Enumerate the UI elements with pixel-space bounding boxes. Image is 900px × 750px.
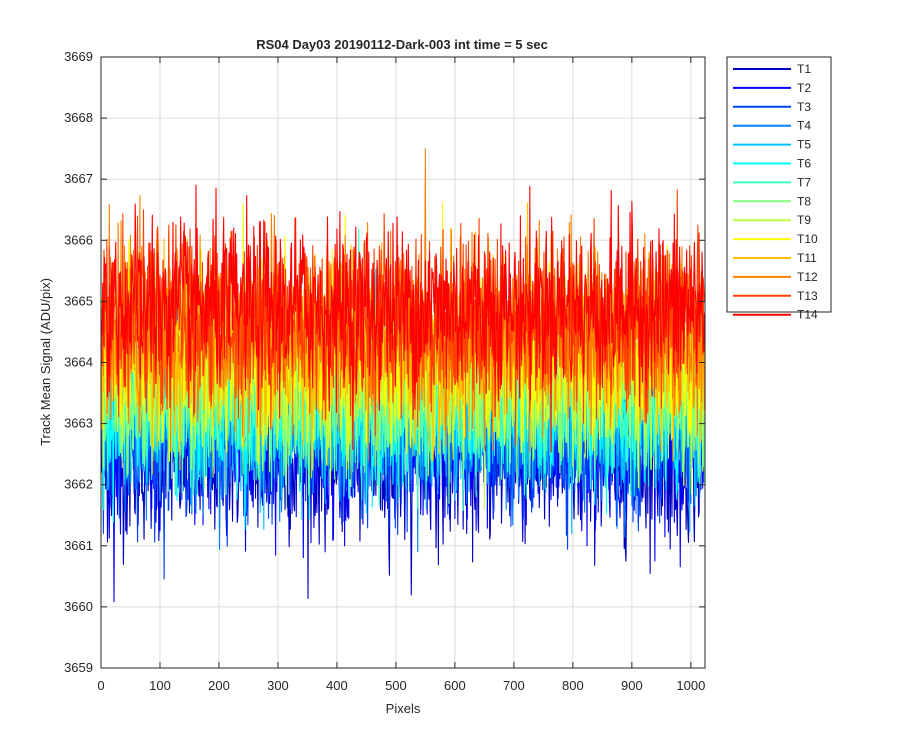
chart-title: RS04 Day03 20190112-Dark-003 int time = … [256, 37, 548, 52]
legend-label-t13: T13 [797, 289, 818, 303]
y-tick-label: 3662 [64, 477, 93, 492]
y-tick-label: 3663 [64, 416, 93, 431]
plot-area: 0 100 200 300 400 500 600 700 800 900 1000 3659 3660… [64, 49, 706, 693]
x-tick-label: 500 [385, 678, 407, 693]
series-line-t14 [101, 184, 706, 453]
legend-label-t7: T7 [797, 175, 811, 189]
x-tick-label: 600 [444, 678, 466, 693]
x-tick-label: 100 [149, 678, 171, 693]
y-tick-label: 3668 [64, 110, 93, 125]
legend: T1 T2 T3 T4 T5 T6 T7 T8 T9 T10 T11 T12 T13 T14 [726, 56, 832, 322]
x-tick-label: 800 [562, 678, 584, 693]
x-tick-label: 0 [97, 678, 104, 693]
legend-label-t4: T4 [797, 119, 811, 133]
legend-label-t10: T10 [797, 232, 818, 246]
legend-label-t2: T2 [797, 81, 811, 95]
legend-label-t6: T6 [797, 157, 811, 171]
y-tick-label: 3659 [64, 660, 93, 675]
series-lines [101, 148, 706, 603]
legend-label-t1: T1 [797, 62, 811, 76]
legend-label-t11: T11 [797, 251, 817, 265]
legend-label-t5: T5 [797, 138, 811, 152]
y-tick-label: 3665 [64, 293, 93, 308]
x-tick-label: 400 [326, 678, 348, 693]
legend-label-t12: T12 [797, 270, 818, 284]
legend-box [726, 56, 832, 313]
legend-label-t8: T8 [797, 194, 811, 208]
y-tick-label: 3660 [64, 599, 93, 614]
y-tick-label: 3667 [64, 171, 93, 186]
axis-ticks: 0 100 200 300 400 500 600 700 800 900 1000 3659 3660… [64, 49, 705, 693]
x-tick-label: 700 [503, 678, 525, 693]
x-axis-label: Pixels [386, 701, 421, 716]
y-tick-label: 3666 [64, 232, 93, 247]
y-axis-label: Track Mean Signal (ADU/pix) [38, 278, 53, 446]
y-tick-label: 3669 [64, 49, 93, 64]
legend-label-t3: T3 [797, 100, 811, 114]
legend-label-t9: T9 [797, 213, 811, 227]
x-tick-label: 300 [267, 678, 289, 693]
x-tick-label: 200 [208, 678, 230, 693]
x-tick-label: 1000 [676, 678, 705, 693]
legend-label-t14: T14 [797, 308, 818, 322]
y-tick-label: 3664 [64, 355, 93, 370]
x-tick-label: 900 [621, 678, 643, 693]
y-tick-label: 3661 [64, 538, 93, 553]
